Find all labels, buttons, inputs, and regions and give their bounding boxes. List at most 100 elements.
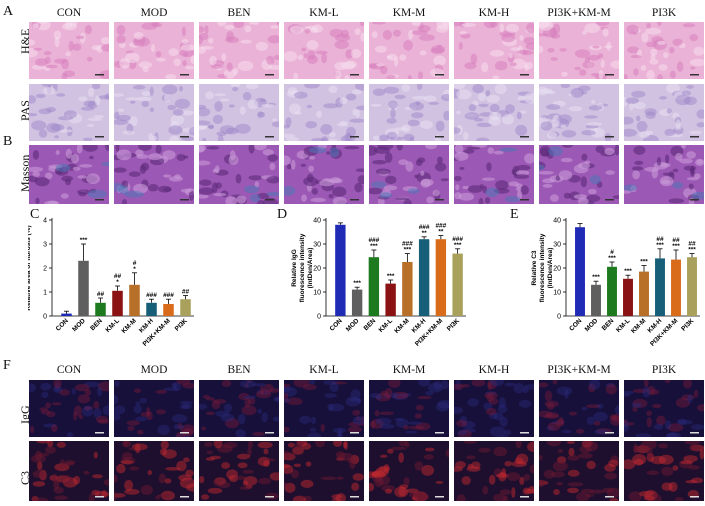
x-tick-label: PI3K bbox=[174, 317, 189, 332]
significance-mark: *** bbox=[353, 280, 361, 287]
bar-KM-M bbox=[129, 284, 140, 316]
micrograph-he-3 bbox=[284, 22, 364, 79]
significance-mark: *** bbox=[404, 247, 412, 254]
significance-mark: ## bbox=[114, 273, 122, 280]
significance-mark: ** bbox=[438, 229, 444, 236]
significance-mark: ### bbox=[435, 223, 446, 230]
significance-mark: *** bbox=[454, 242, 462, 249]
histology-column-header-1: MOD bbox=[140, 7, 168, 19]
panel-label-c: C bbox=[30, 207, 40, 222]
micrograph-c3-0 bbox=[29, 441, 109, 501]
micrograph-pas-4 bbox=[369, 84, 449, 141]
y-tick-label: 30 bbox=[553, 242, 561, 249]
y-tick-label: 40 bbox=[313, 218, 321, 225]
micrograph-masson-2 bbox=[199, 145, 279, 204]
y-tick-label: 20 bbox=[553, 266, 561, 273]
micrograph-c3-2 bbox=[199, 441, 279, 501]
micrograph-c3-5 bbox=[454, 441, 534, 501]
histology-column-header-3: KM-L bbox=[309, 7, 339, 19]
significance-mark: ### bbox=[146, 292, 157, 299]
micrograph-igg-4 bbox=[369, 380, 449, 437]
bar-CON bbox=[575, 227, 585, 316]
x-tick-label: KM-L bbox=[615, 317, 631, 333]
panel-label-a: A bbox=[3, 4, 14, 19]
histology-column-header-6: PI3K+KM-M bbox=[547, 7, 611, 19]
y-tick-label: 0 bbox=[317, 314, 321, 321]
panel-label-f: F bbox=[3, 358, 11, 373]
significance-mark: ## bbox=[182, 289, 190, 296]
micrograph-igg-7 bbox=[624, 380, 704, 437]
significance-mark: ### bbox=[452, 236, 463, 243]
chart-ylabel: Relative IgG bbox=[291, 249, 298, 287]
bar-KM-L bbox=[623, 278, 633, 316]
micrograph-igg-6 bbox=[539, 380, 619, 437]
chart-panel-c: Relative area of fibrosis (%)01234CON***… bbox=[28, 218, 194, 348]
significance-mark: *** bbox=[387, 273, 395, 280]
fluorescence-column-header-4: KM-M bbox=[392, 364, 426, 376]
micrograph-he-5 bbox=[454, 22, 534, 79]
x-tick-label: KM-L bbox=[378, 317, 394, 333]
x-tick-label: MOD bbox=[71, 317, 87, 333]
bar-KM-M bbox=[402, 262, 413, 316]
bar-PI3K+KM-M bbox=[163, 304, 174, 316]
bar-PI3K bbox=[180, 299, 191, 316]
y-tick-label: 10 bbox=[553, 290, 561, 297]
bar-CON bbox=[335, 224, 346, 316]
y-tick-label: 20 bbox=[313, 266, 321, 273]
fluorescence-column-header-3: KM-L bbox=[309, 364, 339, 376]
bar-KM-H bbox=[418, 239, 430, 316]
micrograph-masson-6 bbox=[539, 145, 619, 204]
chart-panel-d: Relative IgG fluorescence intensity (IntDe… bbox=[291, 218, 466, 348]
significance-mark: ### bbox=[163, 292, 174, 299]
significance-mark: ## bbox=[688, 241, 696, 248]
chart-ylabel: (IntDen/Area) bbox=[547, 248, 554, 289]
x-tick-label: BEN bbox=[89, 317, 104, 332]
bar-KM-M bbox=[639, 271, 649, 316]
significance-mark: *** bbox=[370, 243, 378, 250]
significance-mark: ## bbox=[656, 236, 664, 243]
micrograph-c3-4 bbox=[369, 441, 449, 501]
histology-column-header-5: KM-H bbox=[478, 7, 510, 19]
micrograph-pas-3 bbox=[284, 84, 364, 141]
chart-panel-e: Relative C3 fluorescence intensity (IntDen… bbox=[531, 218, 700, 348]
micrograph-igg-3 bbox=[284, 380, 364, 437]
bar-BEN bbox=[607, 266, 617, 316]
bar-KM-L bbox=[385, 283, 396, 316]
x-tick-label: KM-M bbox=[630, 317, 647, 334]
chart-ylabel: Relative area of fibrosis (%) bbox=[28, 225, 32, 310]
micrograph-he-0 bbox=[29, 22, 109, 79]
chart-ylabel: fluorescence intensity bbox=[539, 233, 546, 302]
y-tick-label: 0 bbox=[557, 314, 561, 321]
micrograph-masson-1 bbox=[114, 145, 194, 204]
micrograph-igg-5 bbox=[454, 380, 534, 437]
micrograph-igg-0 bbox=[29, 380, 109, 437]
histology-column-header-2: BEN bbox=[227, 7, 251, 19]
significance-mark: ** bbox=[422, 230, 428, 237]
micrograph-pas-1 bbox=[114, 84, 194, 141]
micrograph-c3-1 bbox=[114, 441, 194, 501]
micrograph-pas-2 bbox=[199, 84, 279, 141]
fluorescence-column-header-0: CON bbox=[56, 364, 82, 376]
bar-KM-H bbox=[146, 302, 157, 316]
x-tick-label: KM-M bbox=[393, 317, 410, 334]
bar-BEN bbox=[368, 257, 380, 316]
y-tick-label: 2 bbox=[43, 266, 47, 273]
y-tick-label: 10 bbox=[313, 290, 321, 297]
chart-ylabel: (IntDen/Area) bbox=[307, 248, 314, 289]
y-tick-label: 3 bbox=[43, 242, 47, 249]
significance-mark: ### bbox=[419, 224, 430, 231]
y-tick-label: 1 bbox=[43, 290, 47, 297]
micrograph-he-2 bbox=[199, 22, 279, 79]
micrograph-he-7 bbox=[624, 22, 704, 79]
significance-mark: *** bbox=[608, 255, 616, 262]
bar-PI3K+KM-M bbox=[671, 259, 681, 316]
significance-mark: ## bbox=[97, 291, 105, 298]
micrograph-c3-6 bbox=[539, 441, 619, 501]
x-tick-label: BEN bbox=[601, 317, 616, 332]
x-tick-label: CON bbox=[55, 317, 70, 332]
fluorescence-column-header-2: BEN bbox=[227, 364, 251, 376]
histology-column-header-4: KM-M bbox=[392, 7, 426, 19]
significance-mark: *** bbox=[592, 274, 600, 281]
panel-label-d: D bbox=[277, 207, 288, 222]
x-tick-label: MOD bbox=[584, 317, 600, 333]
